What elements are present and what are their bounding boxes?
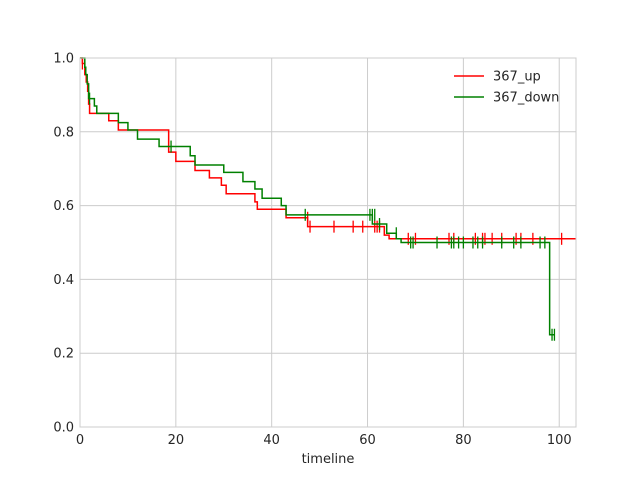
x-tick-label: 40 [263, 433, 280, 448]
series-layer [80, 57, 576, 341]
legend-label: 367_down [493, 91, 559, 106]
series-line-367_down [80, 57, 555, 336]
plot-frame [79, 57, 577, 428]
x-tick-label: 80 [455, 433, 472, 448]
x-axis-label: timeline [302, 452, 355, 467]
y-tick-label: 0.0 [53, 421, 74, 436]
y-tick-label: 0.2 [53, 347, 74, 362]
x-tick-label: 100 [547, 433, 572, 448]
x-tick-label: 0 [76, 433, 84, 448]
legend: 367_up 367_down [454, 70, 559, 106]
tick-labels: 0 20 40 60 80 100 0.0 0.2 0.4 0.6 0.8 1.0 [53, 52, 571, 449]
y-tick-label: 1.0 [53, 52, 74, 67]
plot-border [79, 57, 577, 428]
y-tick-label: 0.8 [53, 125, 74, 140]
x-tick-label: 20 [168, 433, 185, 448]
y-tick-label: 0.6 [53, 199, 74, 214]
x-tick-label: 60 [359, 433, 376, 448]
legend-label: 367_up [493, 70, 541, 85]
y-tick-label: 0.4 [53, 273, 74, 288]
